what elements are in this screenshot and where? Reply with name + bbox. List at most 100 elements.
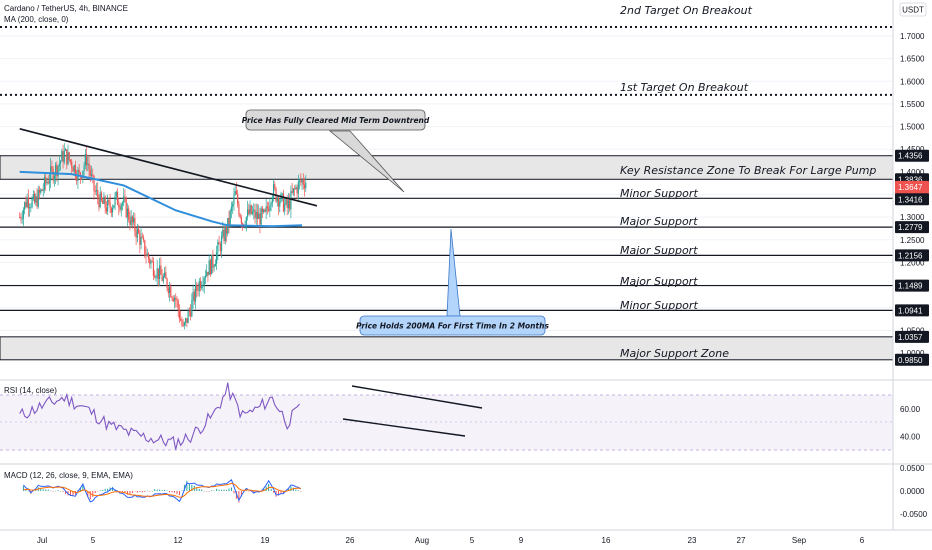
candle-body <box>94 191 96 192</box>
price-badge-label: 1.3647 <box>898 183 923 192</box>
candle-body <box>181 320 183 326</box>
macd-bar <box>134 491 136 492</box>
candle-body <box>55 164 57 176</box>
currency-badge[interactable] <box>899 2 927 17</box>
candle-body <box>284 203 286 212</box>
candle-body <box>258 213 260 220</box>
macd-bar <box>248 491 250 492</box>
macd-bar <box>253 491 255 494</box>
price-tick: 1.5000 <box>900 123 925 132</box>
candle-body <box>212 254 214 268</box>
candle-body <box>295 187 297 189</box>
rsi-upper-channel <box>351 385 483 409</box>
candle-body <box>256 211 259 220</box>
candle-body <box>97 189 99 198</box>
candle-body <box>79 172 81 176</box>
candle-body <box>211 254 213 275</box>
candle-body <box>213 266 215 268</box>
macd-bar <box>151 490 153 492</box>
rsi-pane[interactable]: RSI (14, close) 60.00 40.00 <box>0 379 932 451</box>
time-tick: 6 <box>860 536 865 545</box>
candle-body <box>52 168 54 181</box>
candle-body <box>289 200 291 210</box>
candle-body <box>216 252 218 264</box>
macd-bar <box>87 491 89 497</box>
macd-bar <box>79 487 81 491</box>
candle-body <box>223 229 225 242</box>
candle-body <box>229 210 231 225</box>
candle-body <box>102 200 104 204</box>
macd-tick: 0.0000 <box>900 487 925 496</box>
price-badge <box>895 353 929 366</box>
macd-bar <box>161 490 163 491</box>
candle-body <box>240 217 242 224</box>
signal-line <box>23 482 301 498</box>
time-tick: 27 <box>737 536 746 545</box>
candle-body <box>25 202 27 207</box>
callout-ma[interactable]: Price Holds 200MA For First Time In 2 Mo… <box>356 228 549 336</box>
macd-bar <box>92 491 94 497</box>
candle-body <box>175 297 177 300</box>
time-axis[interactable]: Jul 5 12 19 26 Aug 5 9 16 23 27 Sep 6 <box>37 536 865 545</box>
price-badge <box>895 149 929 162</box>
candle-body <box>100 192 103 201</box>
callout-downtrend[interactable]: Price Has Fully Cleared Mid Term Downtre… <box>242 109 430 193</box>
time-tick: Jul <box>37 536 47 545</box>
candle-body <box>280 193 282 202</box>
candle-body <box>137 228 140 234</box>
price-tick: 1.6500 <box>900 55 925 64</box>
candle-body <box>83 165 85 171</box>
candle-body <box>35 196 37 203</box>
macd-bar <box>27 490 29 492</box>
minor-support-label-1: Minor Support <box>620 187 698 200</box>
candle-body <box>274 184 276 189</box>
time-tick: 5 <box>91 536 96 545</box>
candle-body <box>191 300 193 317</box>
major-support-zone <box>0 336 894 361</box>
macd-bar <box>136 491 138 493</box>
candle-body <box>57 166 59 177</box>
macd-bar <box>55 490 57 492</box>
candle-body <box>146 253 148 257</box>
rsi-lower-channel <box>342 418 466 437</box>
candle-body <box>225 226 228 234</box>
candle-body <box>20 217 22 219</box>
macd-axis: 0.0500 0.0000 -0.0500 <box>900 464 928 519</box>
macd-bar <box>218 489 220 491</box>
candle-body <box>261 208 264 212</box>
candle-body <box>48 180 51 184</box>
price-badge <box>895 193 929 206</box>
macd-bar <box>104 488 106 491</box>
macd-bar <box>40 488 42 491</box>
candle-body <box>58 163 60 167</box>
candle-body <box>115 191 117 197</box>
candle-body <box>287 200 290 208</box>
currency-label: USDT <box>902 6 924 15</box>
candle-body <box>64 149 67 151</box>
ma200-line <box>19 170 303 228</box>
macd-bar <box>126 491 128 495</box>
price-badge-label: 1.1489 <box>898 282 923 291</box>
macd-bar <box>32 491 34 492</box>
macd-pane[interactable]: MACD (12, 26, close, 9, EMA, EMA) 0.0500… <box>0 463 932 519</box>
candle-body <box>300 180 302 183</box>
macd-bar <box>144 491 146 492</box>
rsi-axis: 60.00 40.00 <box>900 405 921 442</box>
candle-body <box>187 311 189 323</box>
time-tick: 9 <box>519 536 524 545</box>
price-badge-label: 0.9850 <box>898 356 923 365</box>
candle-body <box>110 208 112 213</box>
time-tick: 19 <box>261 536 270 545</box>
macd-bar <box>278 491 280 496</box>
macd-tick: 0.0500 <box>900 464 925 473</box>
macd-bar <box>228 488 230 491</box>
candle-body <box>250 205 252 214</box>
candle-body <box>108 199 110 203</box>
candle-body <box>116 191 119 205</box>
macd-bar <box>82 485 84 491</box>
candle-body <box>105 207 107 212</box>
price-tick: 1.2500 <box>900 236 925 245</box>
price-badge <box>895 279 929 292</box>
macd-bar <box>226 489 228 491</box>
